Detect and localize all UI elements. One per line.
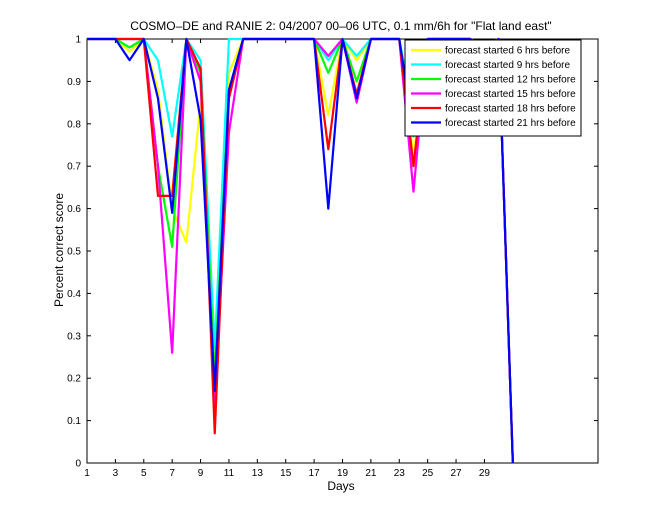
x-tick-label: 29 bbox=[479, 468, 491, 479]
x-tick-label: 19 bbox=[337, 468, 349, 479]
x-tick-label: 17 bbox=[309, 468, 321, 479]
legend-entry-3: forecast started 12 hrs before bbox=[445, 75, 576, 86]
y-tick-label: 0.9 bbox=[67, 77, 81, 88]
series-line-6 bbox=[87, 37, 514, 464]
y-tick-label: 0.4 bbox=[67, 289, 81, 300]
x-tick-label: 1 bbox=[84, 468, 90, 479]
y-tick-label: 0.7 bbox=[67, 162, 81, 173]
legend-entry-2: forecast started 9 hrs before bbox=[445, 60, 571, 71]
x-tick-label: 15 bbox=[280, 468, 292, 479]
x-tick-label: 7 bbox=[169, 468, 175, 479]
y-tick-label: 0.2 bbox=[67, 374, 81, 385]
y-axis-label: Percent correct score bbox=[52, 193, 66, 307]
x-tick-label: 11 bbox=[224, 468, 235, 479]
x-tick-label: 23 bbox=[394, 468, 406, 479]
y-tick-label: 0 bbox=[75, 459, 81, 470]
x-axis-label: Days bbox=[327, 479, 354, 493]
x-tick-label: 25 bbox=[422, 468, 434, 479]
y-tick-label: 0.3 bbox=[67, 331, 81, 342]
legend-entry-6: forecast started 21 hrs before bbox=[445, 118, 576, 129]
chart-title: COSMO–DE and RANIE 2: 04/2007 00–06 UTC,… bbox=[130, 19, 551, 33]
y-tick-label: 0.5 bbox=[67, 247, 81, 258]
legend: forecast started 6 hrs before forecast st… bbox=[404, 39, 582, 137]
y-tick-label: 0.1 bbox=[67, 416, 81, 427]
legend-entry-1: forecast started 6 hrs before bbox=[445, 46, 571, 57]
x-tick-label: 9 bbox=[198, 468, 204, 479]
y-tick-label: 1 bbox=[75, 35, 81, 46]
y-tick-label: 0.8 bbox=[67, 119, 81, 130]
x-tick-label: 3 bbox=[113, 468, 119, 479]
x-tick-label: 27 bbox=[450, 468, 462, 479]
y-tick-label: 0.6 bbox=[67, 204, 81, 215]
x-tick-label: 13 bbox=[252, 468, 264, 479]
legend-entry-5: forecast started 18 hrs before bbox=[445, 104, 576, 115]
legend-box bbox=[404, 39, 582, 137]
x-tick-label: 21 bbox=[365, 468, 377, 479]
legend-entry-4: forecast started 15 hrs before bbox=[445, 89, 576, 100]
x-tick-label: 5 bbox=[141, 468, 147, 479]
